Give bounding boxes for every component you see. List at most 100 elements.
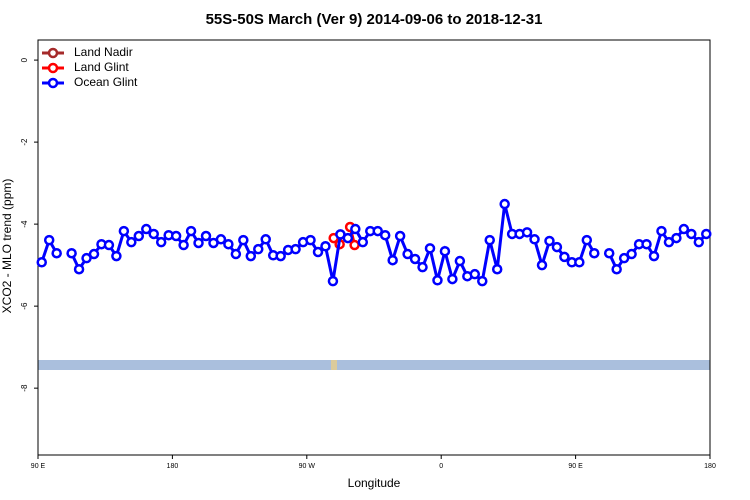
data-point xyxy=(81,252,92,264)
data-point xyxy=(559,251,570,263)
data-point xyxy=(155,236,167,248)
data-point xyxy=(73,263,85,275)
y-tick-label: -8 xyxy=(20,384,29,392)
data-point xyxy=(521,227,533,238)
data-point xyxy=(447,273,458,285)
data-point xyxy=(491,263,503,275)
data-point xyxy=(477,275,488,287)
legend-label: Land Nadir xyxy=(74,45,133,59)
data-point xyxy=(350,223,361,235)
data-point xyxy=(215,234,227,245)
data-point xyxy=(111,250,122,262)
data-point xyxy=(200,230,212,242)
data-point xyxy=(66,247,77,259)
data-point xyxy=(409,253,421,265)
data-point xyxy=(275,250,286,262)
data-point xyxy=(701,228,712,240)
data-point xyxy=(671,232,682,244)
data-point xyxy=(379,229,391,241)
data-point xyxy=(648,250,660,262)
data-point xyxy=(663,236,675,248)
data-point xyxy=(357,236,369,248)
data-point xyxy=(611,263,622,275)
data-point xyxy=(36,257,47,268)
data-point xyxy=(574,257,585,268)
data-point xyxy=(193,237,204,249)
legend-marker xyxy=(47,47,59,59)
data-point xyxy=(230,248,242,260)
data-point xyxy=(260,234,271,245)
data-point xyxy=(454,255,466,267)
data-point xyxy=(529,234,540,245)
data-point xyxy=(88,248,100,260)
data-point xyxy=(349,239,360,251)
x-tick-label: 90 E xyxy=(31,463,46,470)
data-point xyxy=(238,234,249,246)
land-mask-speck xyxy=(331,360,337,370)
data-point xyxy=(439,245,451,257)
data-point xyxy=(536,259,548,271)
data-point xyxy=(618,252,630,264)
x-tick-label: 180 xyxy=(167,463,179,470)
data-point xyxy=(305,234,316,246)
x-tick-label: 0 xyxy=(439,463,443,470)
data-point xyxy=(170,230,182,242)
data-point xyxy=(589,247,600,259)
data-point xyxy=(327,275,339,287)
x-axis-label: Longitude xyxy=(348,476,401,490)
legend-marker xyxy=(47,62,59,74)
surface-mask-band xyxy=(38,360,710,370)
plot-frame xyxy=(37,39,711,456)
data-point xyxy=(686,228,697,240)
data-point xyxy=(387,254,398,266)
data-point xyxy=(432,275,443,286)
series-line xyxy=(40,203,708,285)
data-point xyxy=(43,234,55,246)
x-tick-label: 180 xyxy=(704,463,716,470)
data-point xyxy=(499,198,510,210)
data-point xyxy=(372,225,383,237)
data-point xyxy=(290,243,301,255)
data-point xyxy=(678,223,690,235)
data-point xyxy=(656,225,667,237)
data-point xyxy=(603,247,615,259)
y-tick-label: 0 xyxy=(20,57,29,62)
data-point xyxy=(342,232,354,244)
x-tick-label: 90 W xyxy=(299,463,316,470)
data-point xyxy=(51,247,62,259)
data-point xyxy=(223,238,234,250)
data-point xyxy=(544,235,555,247)
data-point xyxy=(469,268,481,280)
data-point xyxy=(178,239,189,251)
data-point xyxy=(245,250,257,262)
data-point xyxy=(148,228,159,240)
data-point xyxy=(484,234,495,246)
data-point xyxy=(103,239,115,251)
x-tick-label: 90 E xyxy=(568,463,583,470)
y-tick-label: -2 xyxy=(20,138,29,146)
data-point xyxy=(402,248,413,260)
data-point xyxy=(626,248,637,260)
y-tick-label: -6 xyxy=(20,302,29,310)
data-point xyxy=(118,225,130,237)
legend-marker xyxy=(47,77,59,89)
y-axis-label: XCO2 - MLO trend (ppm) xyxy=(0,179,14,314)
data-point xyxy=(424,243,436,254)
data-point xyxy=(312,246,324,258)
data-point xyxy=(185,225,197,237)
legend-label: Ocean Glint xyxy=(74,75,138,89)
data-point xyxy=(126,236,137,248)
y-tick-label: -4 xyxy=(20,220,29,228)
legend-label: Land Glint xyxy=(74,60,129,74)
data-point xyxy=(133,230,145,242)
data-point xyxy=(394,230,406,242)
data-point xyxy=(641,238,652,250)
data-point xyxy=(581,234,593,246)
chart-title: 55S-50S March (Ver 9) 2014-09-06 to 2018… xyxy=(206,11,543,28)
data-point xyxy=(320,241,331,252)
data-point xyxy=(253,243,264,255)
data-point xyxy=(693,236,705,248)
data-point xyxy=(551,241,563,253)
data-point xyxy=(141,223,152,235)
